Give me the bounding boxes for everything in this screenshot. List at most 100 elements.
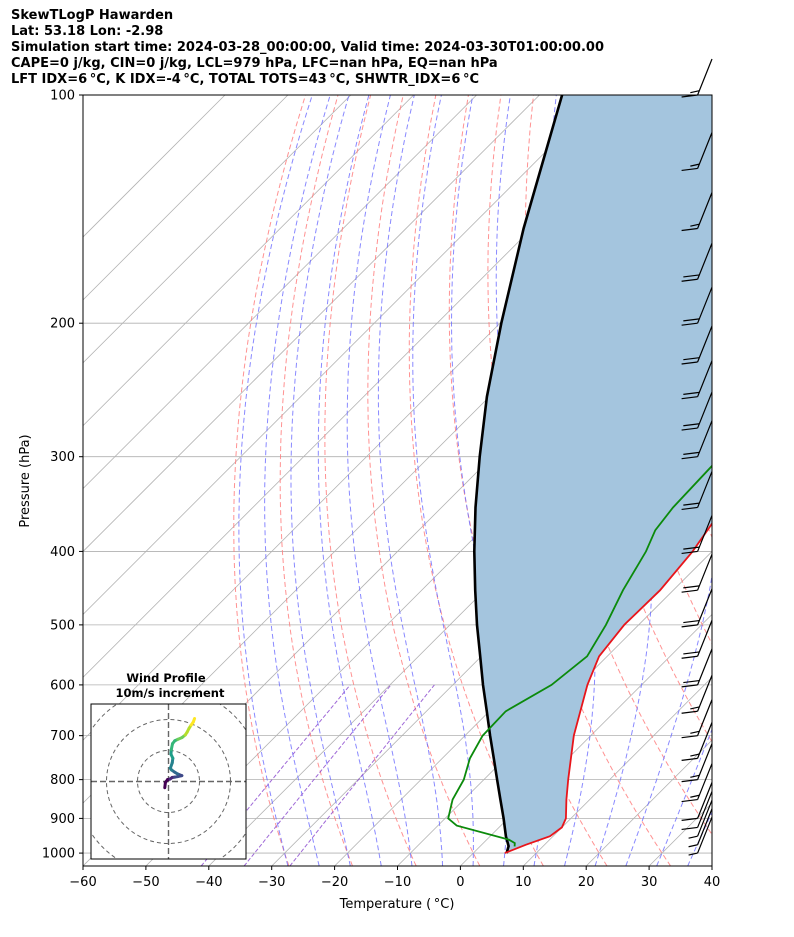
wind-barb-staff bbox=[697, 675, 713, 712]
wind-barb-feather bbox=[683, 274, 700, 278]
isotherm-line bbox=[83, 95, 226, 238]
wind-barb-feather bbox=[681, 655, 698, 659]
wind-barb-feather bbox=[690, 706, 700, 710]
wind-barb bbox=[681, 743, 713, 783]
y-tick-label: 100 bbox=[50, 89, 75, 104]
wind-barb-staff bbox=[697, 391, 713, 429]
hodograph-ring bbox=[137, 750, 200, 813]
wind-barb-feather bbox=[681, 779, 698, 783]
dewpoint-profile-line bbox=[447, 464, 712, 847]
wind-barb-feather bbox=[681, 94, 698, 98]
wind-barb-feather bbox=[681, 227, 698, 232]
wind-barb bbox=[688, 816, 713, 856]
wind-barb-staff bbox=[697, 132, 713, 169]
wind-barb bbox=[681, 286, 713, 326]
wind-barb-staff bbox=[697, 58, 713, 96]
wind-barb-feather bbox=[690, 794, 700, 798]
wind-barb bbox=[688, 799, 713, 839]
x-tick-label: 0 bbox=[456, 875, 464, 890]
y-tick-label: 700 bbox=[50, 729, 75, 744]
y-tick-label: 600 bbox=[50, 678, 75, 693]
chart-header: SkewTLogP Hawarden Lat: 53.18 Lon: -2.98… bbox=[11, 8, 604, 88]
station-location: Lat: 53.18 Lon: -2.98 bbox=[11, 24, 164, 39]
isotherm-line bbox=[83, 95, 414, 427]
station-title: SkewTLogP Hawarden bbox=[11, 8, 174, 23]
hodograph-trace-segment bbox=[191, 717, 197, 724]
temperature-profile-line bbox=[504, 522, 712, 854]
wind-barb-staff bbox=[697, 816, 713, 854]
wind-barb bbox=[681, 791, 713, 831]
wind-barb-feather bbox=[681, 757, 698, 761]
wind-barb-staff bbox=[697, 791, 713, 828]
wind-barb bbox=[681, 553, 713, 593]
wind-barb-feather bbox=[681, 550, 698, 555]
moist-adiabat-line bbox=[450, 95, 509, 866]
wind-barb-feather bbox=[681, 456, 698, 460]
wind-barb-feather bbox=[688, 844, 698, 848]
wind-barb-feather bbox=[681, 817, 698, 821]
wind-barb-staff bbox=[697, 808, 713, 845]
convective-parameters: CAPE=0 j/kg, CIN=0 j/kg, LCL=979 hPa, LF… bbox=[11, 56, 498, 71]
moist-adiabat-line bbox=[317, 95, 382, 866]
wind-barb bbox=[681, 763, 713, 803]
wind-barb-staff bbox=[697, 648, 713, 686]
wind-barb-feather bbox=[690, 90, 700, 94]
x-tick-label: −10 bbox=[384, 875, 411, 890]
y-tick-label: 800 bbox=[50, 773, 75, 788]
isotherm-line bbox=[460, 613, 712, 866]
x-tick-label: −60 bbox=[69, 875, 96, 890]
wind-barb-feather bbox=[688, 835, 698, 839]
wind-barb bbox=[681, 699, 713, 739]
wind-barb-feather bbox=[681, 826, 698, 831]
wind-barbs bbox=[681, 58, 713, 856]
moist-adiabat-line bbox=[346, 95, 413, 866]
wind-barb-feather bbox=[690, 163, 700, 167]
wind-barb bbox=[681, 471, 713, 511]
dry-adiabat-line bbox=[279, 95, 353, 866]
wind-barb-feather bbox=[681, 167, 698, 172]
wind-barb bbox=[681, 391, 713, 431]
wind-barb-feather bbox=[683, 423, 700, 427]
moist-adiabat-line bbox=[238, 95, 313, 866]
axes: Temperature ( °C) Pressure (hPa) −60 −50 −… bbox=[18, 89, 720, 913]
moist-adiabat-line bbox=[719, 95, 794, 866]
dry-adiabat-line bbox=[367, 95, 481, 866]
wind-barb-feather bbox=[688, 852, 698, 856]
moist-adiabat-line bbox=[656, 727, 712, 866]
wind-barb bbox=[688, 808, 713, 848]
wind-barb-staff bbox=[697, 286, 713, 324]
wind-barb-feather bbox=[681, 710, 698, 714]
isotherm-line bbox=[83, 95, 603, 615]
plot-area bbox=[83, 95, 794, 866]
wind-barb-feather bbox=[683, 318, 700, 322]
x-tick-label: 30 bbox=[641, 875, 658, 890]
wind-barb-feather bbox=[681, 278, 698, 282]
wind-barb-staff bbox=[697, 743, 713, 780]
wind-barb-feather bbox=[683, 651, 700, 655]
moist-adiabat-line bbox=[377, 95, 444, 866]
moist-adiabat-line bbox=[412, 95, 474, 866]
x-axis-label: Temperature ( °C) bbox=[339, 897, 455, 912]
wind-barb-staff bbox=[697, 763, 713, 800]
wind-barb bbox=[681, 192, 713, 232]
wind-barb-feather bbox=[690, 753, 700, 757]
y-tick-label: 500 bbox=[50, 618, 75, 633]
wind-barb bbox=[681, 243, 713, 282]
wind-barb-feather bbox=[681, 735, 698, 739]
isotherm-line bbox=[83, 95, 352, 364]
wind-barb-staff bbox=[697, 420, 713, 457]
y-tick-label: 300 bbox=[50, 450, 75, 465]
hodograph-subtitle: 10m/s increment bbox=[116, 686, 225, 700]
wind-barb-staff bbox=[697, 360, 713, 397]
stability-indices: LFT IDX=6 °C, K IDX=-4 °C, TOTAL TOTS=43… bbox=[11, 72, 479, 87]
wind-barb-staff bbox=[697, 325, 713, 363]
wind-barb-feather bbox=[683, 585, 700, 589]
wind-barb bbox=[681, 722, 713, 761]
wind-barb-staff bbox=[697, 782, 713, 819]
moist-adiabat-line bbox=[625, 95, 712, 866]
mixing-ratio-line bbox=[289, 684, 435, 866]
wind-barb-feather bbox=[681, 624, 698, 628]
wind-barb-feather bbox=[683, 451, 700, 455]
wind-barb-staff bbox=[697, 553, 713, 591]
wind-barb-feather bbox=[683, 502, 700, 506]
